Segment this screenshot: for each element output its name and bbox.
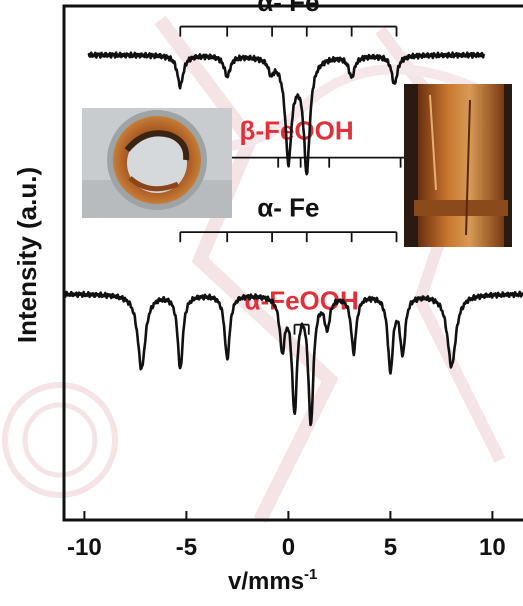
x-tick-label: -5 bbox=[176, 534, 197, 561]
chart-axes bbox=[62, 4, 523, 522]
x-tick-label: 5 bbox=[384, 534, 397, 561]
spectrum-curve-1 bbox=[87, 51, 486, 176]
spectrum-curve-2 bbox=[62, 290, 523, 427]
x-tick-label: 0 bbox=[282, 534, 295, 561]
annotation-label: α- Fe bbox=[257, 193, 319, 223]
x-axis-ticks: -10 -5 0 5 10 bbox=[67, 511, 506, 561]
corroded-pipe-cross-section-photo bbox=[82, 108, 232, 218]
x-axis-label-exponent: -1 bbox=[304, 566, 317, 583]
x-tick-label: -10 bbox=[67, 534, 102, 561]
annotation-label: α- Fe bbox=[257, 0, 319, 17]
plot-frame bbox=[62, 4, 523, 522]
annotation-2: α- Fe bbox=[179, 193, 398, 243]
y-axis-label: Intensity (a.u.) bbox=[12, 167, 42, 343]
annotation-0: α- Fe bbox=[179, 0, 398, 37]
rusted-pipe-exterior-photo bbox=[404, 84, 512, 247]
spectra-curves bbox=[62, 51, 523, 427]
x-tick-label: 10 bbox=[479, 534, 506, 561]
x-axis-label-main: v/mms bbox=[228, 568, 304, 595]
annotation-label: β-FeOOH bbox=[240, 116, 354, 146]
x-axis-label: v/mms-1 bbox=[228, 566, 317, 595]
